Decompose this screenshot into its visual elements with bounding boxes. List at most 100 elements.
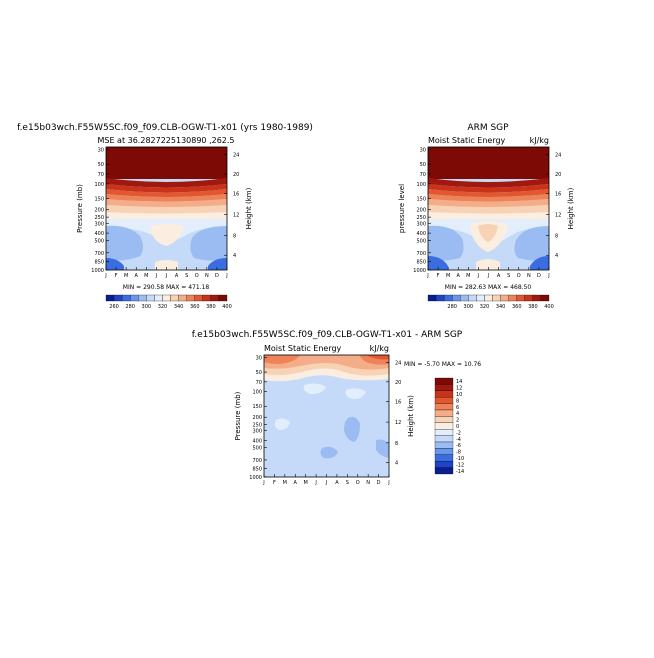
field-band [428,189,549,197]
x-tick-label: A [457,273,461,279]
colorbar-label: 300 [142,304,152,310]
y-tick-label: 700 [416,251,426,257]
y-tick-label: 700 [94,251,104,257]
y-tick-label: 400 [252,438,262,444]
field-band [428,199,549,207]
y-tick-label: 850 [94,259,104,265]
colorbar-swatch [434,403,454,411]
x-tick-label: A [294,480,298,486]
y-right-tick-label: 16 [555,192,561,198]
y-tick-label: 250 [252,423,262,429]
y-axis-label: Pressure (mb) [76,184,84,233]
x-tick-label: O [517,273,521,279]
colorbar-swatch [434,397,454,404]
y-tick-label: 150 [94,197,104,203]
colorbar-swatch [524,294,534,302]
y-right-tick-label: 16 [233,192,239,198]
panel-obs-subtitle-right: kJ/kg [530,136,549,145]
panel-diff: f.e15b03wch.F55W5SC.f09_f09.CLB-OGW-T1-x… [192,330,482,486]
colorbar-swatch [435,294,445,302]
colorbar-swatch [434,435,454,443]
y-right-tick-label: 16 [395,399,401,405]
y-right-tick-label: 8 [233,234,236,240]
y-axis-label: pressure level [398,184,406,233]
field-band [106,212,227,219]
colorbar-label: 400 [544,304,554,310]
field-band [106,184,227,193]
panel-model-title: MSE at 36.2827225130890 ,262.5 [97,136,234,145]
colorbar-label: 400 [222,304,232,310]
x-tick-label: J [477,273,479,279]
y-right-tick-label: 12 [555,213,561,219]
x-tick-label: J [547,273,549,279]
colorbar-swatch [210,294,220,302]
y-tick-label: 30 [98,147,104,153]
panel-model-stats: MIN = 290.58 MAX = 471.18 [123,284,210,291]
x-tick-label: N [205,273,209,279]
x-tick-label: A [497,273,501,279]
colorbar-swatch [540,294,550,302]
field-band [106,258,124,270]
x-tick-label: J [487,273,489,279]
y-right-tick-label: 24 [555,152,561,158]
colorbar-swatch [468,294,477,302]
y-right-axis-label: Height (km) [567,187,575,229]
colorbar-label: -4 [456,437,461,443]
field-band [428,184,549,193]
colorbar-label: 2 [456,418,459,424]
field-band [106,194,227,202]
y-tick-label: 50 [256,370,262,376]
colorbar-swatch [162,294,171,302]
colorbar-label: 340 [174,304,184,310]
colorbar-swatch [484,294,493,302]
field-band [106,205,227,214]
y-right-tick-label: 4 [233,253,236,259]
panel-obs-axes: J F M A M J J A S O N D J305070100150200250300400500… [398,147,575,279]
y-tick-label: 850 [252,466,262,472]
colorbar-swatch [178,294,187,302]
x-tick-label: A [135,273,139,279]
field-band [155,260,178,270]
colorbar-swatch [105,294,115,302]
colorbar-swatch [500,294,509,302]
colorbar-swatch [434,454,454,462]
colorbar-swatch [434,416,454,423]
colorbar-swatch [434,441,454,449]
field-band [344,416,360,442]
y-tick-label: 50 [420,162,426,168]
x-tick-label: J [155,273,157,279]
field-band [428,256,448,270]
x-tick-label: F [273,480,276,486]
y-tick-label: 70 [420,172,426,178]
panel-model-field [106,147,227,270]
x-tick-label: J [426,273,428,279]
y-tick-label: 700 [252,458,262,464]
x-tick-label: D [215,273,219,279]
colorbar-label: 300 [464,304,474,310]
colorbar-swatch [138,294,147,302]
x-tick-label: S [507,273,510,279]
y-right-tick-label: 24 [233,152,239,158]
panel-obs-colorbar: 280 300 320 340 360 380 400 [427,294,554,310]
field-band [150,224,184,246]
colorbar-label: 280 [125,304,135,310]
x-tick-label: D [377,480,381,486]
colorbar-label: 12 [456,386,462,392]
colorbar-swatch [508,294,517,302]
colorbar-swatch [434,390,454,398]
field-band [190,226,227,261]
field-band [264,355,300,364]
y-right-tick-label: 12 [233,213,239,219]
field-band [366,355,389,360]
x-tick-label: N [366,480,370,486]
colorbar-label: 0 [456,424,459,430]
y-right-tick-label: 20 [555,172,561,178]
y-tick-label: 300 [416,221,426,227]
colorbar-swatch [434,429,454,436]
colorbar-label: -6 [456,443,461,449]
colorbar-label: -10 [456,456,464,462]
colorbar-label: 6 [456,405,459,411]
y-tick-label: 1000 [91,268,104,274]
